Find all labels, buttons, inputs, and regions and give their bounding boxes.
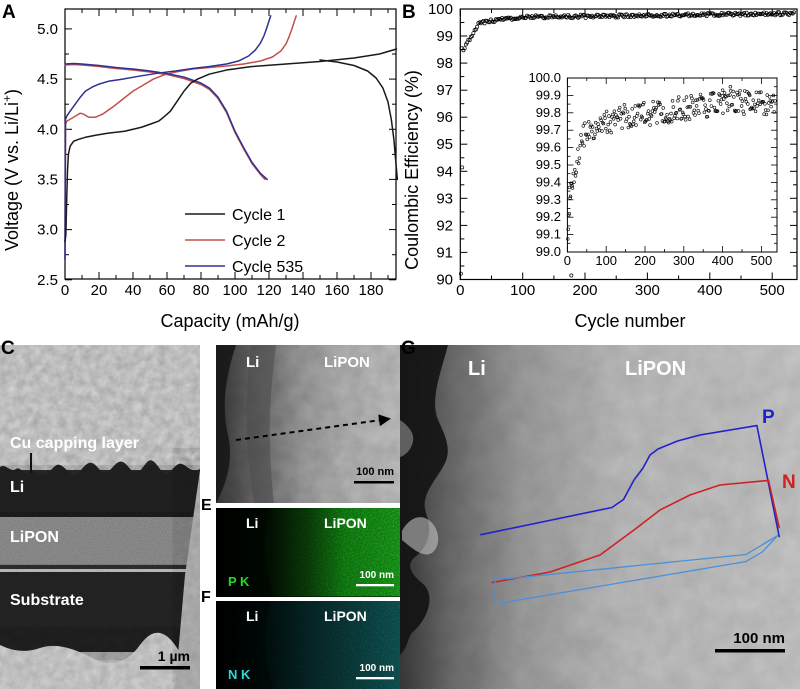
svg-text:90: 90 bbox=[436, 272, 453, 289]
svg-text:99.5: 99.5 bbox=[536, 157, 561, 172]
svg-text:500: 500 bbox=[760, 282, 785, 299]
svg-text:100.0: 100.0 bbox=[528, 70, 561, 85]
svg-text:100 nm: 100 nm bbox=[733, 630, 785, 647]
svg-text:LiPON: LiPON bbox=[324, 515, 367, 531]
svg-text:180: 180 bbox=[358, 282, 383, 299]
svg-text:98: 98 bbox=[436, 55, 453, 72]
svg-text:99.3: 99.3 bbox=[536, 192, 561, 207]
svg-text:100 nm: 100 nm bbox=[360, 570, 395, 581]
svg-text:3.0: 3.0 bbox=[37, 222, 58, 239]
svg-text:LiPON: LiPON bbox=[625, 358, 686, 380]
svg-text:Cu capping layer: Cu capping layer bbox=[10, 435, 139, 452]
svg-text:200: 200 bbox=[634, 253, 656, 268]
svg-text:100: 100 bbox=[428, 1, 453, 18]
svg-text:80: 80 bbox=[193, 282, 210, 299]
svg-text:4.5: 4.5 bbox=[37, 71, 58, 88]
svg-text:Li: Li bbox=[246, 515, 258, 531]
svg-text:LiPON: LiPON bbox=[324, 608, 367, 624]
svg-text:99.6: 99.6 bbox=[536, 140, 561, 155]
svg-text:40: 40 bbox=[125, 282, 142, 299]
svg-text:400: 400 bbox=[712, 253, 734, 268]
svg-text:99: 99 bbox=[436, 28, 453, 45]
svg-text:1 µm: 1 µm bbox=[158, 648, 190, 664]
svg-text:P: P bbox=[762, 407, 775, 428]
svg-text:99.9: 99.9 bbox=[536, 87, 561, 102]
svg-text:300: 300 bbox=[635, 282, 660, 299]
svg-text:Voltage (V vs. Li/Li+): Voltage (V vs. Li/Li+) bbox=[0, 89, 22, 251]
svg-text:0: 0 bbox=[456, 282, 464, 299]
svg-text:N K: N K bbox=[228, 667, 251, 682]
svg-text:20: 20 bbox=[91, 282, 108, 299]
svg-text:160: 160 bbox=[324, 282, 349, 299]
svg-text:0: 0 bbox=[564, 253, 571, 268]
svg-text:Cycle 535: Cycle 535 bbox=[232, 259, 303, 276]
svg-text:0: 0 bbox=[61, 282, 69, 299]
svg-text:N: N bbox=[782, 472, 796, 493]
svg-text:400: 400 bbox=[697, 282, 722, 299]
svg-text:Li: Li bbox=[246, 608, 258, 624]
svg-text:100 nm: 100 nm bbox=[360, 663, 395, 674]
svg-text:140: 140 bbox=[290, 282, 315, 299]
svg-text:99.2: 99.2 bbox=[536, 209, 561, 224]
svg-text:4.0: 4.0 bbox=[37, 121, 58, 138]
svg-text:200: 200 bbox=[572, 282, 597, 299]
svg-text:300: 300 bbox=[673, 253, 695, 268]
svg-text:99.8: 99.8 bbox=[536, 105, 561, 120]
svg-text:93: 93 bbox=[436, 190, 453, 207]
svg-text:Li: Li bbox=[246, 354, 259, 371]
svg-text:LiPON: LiPON bbox=[10, 529, 59, 546]
svg-text:P K: P K bbox=[228, 574, 250, 589]
svg-text:100 nm: 100 nm bbox=[356, 466, 394, 478]
svg-text:Substrate: Substrate bbox=[10, 592, 84, 609]
svg-text:100: 100 bbox=[510, 282, 535, 299]
svg-text:60: 60 bbox=[159, 282, 176, 299]
svg-text:97: 97 bbox=[436, 82, 453, 99]
svg-text:95: 95 bbox=[436, 136, 453, 153]
svg-text:120: 120 bbox=[256, 282, 281, 299]
svg-text:2.5: 2.5 bbox=[37, 272, 58, 289]
svg-text:Cycle 2: Cycle 2 bbox=[232, 233, 285, 250]
svg-text:91: 91 bbox=[436, 244, 453, 261]
svg-text:Cycle 1: Cycle 1 bbox=[232, 207, 285, 224]
svg-text:5.0: 5.0 bbox=[37, 21, 58, 38]
svg-text:A: A bbox=[2, 2, 16, 23]
svg-text:Li: Li bbox=[10, 479, 24, 496]
svg-text:100: 100 bbox=[595, 253, 617, 268]
svg-text:94: 94 bbox=[436, 163, 453, 180]
svg-text:B: B bbox=[402, 2, 416, 23]
svg-text:99.0: 99.0 bbox=[536, 244, 561, 259]
svg-text:99.4: 99.4 bbox=[536, 174, 561, 189]
svg-text:Li: Li bbox=[468, 358, 486, 380]
svg-text:92: 92 bbox=[436, 217, 453, 234]
svg-text:99.7: 99.7 bbox=[536, 122, 561, 137]
svg-text:500: 500 bbox=[751, 253, 773, 268]
svg-text:99.1: 99.1 bbox=[536, 227, 561, 242]
svg-text:LiPON: LiPON bbox=[324, 354, 370, 371]
svg-text:Coulombic Efficiency (%): Coulombic Efficiency (%) bbox=[402, 70, 422, 270]
svg-text:Cycle number: Cycle number bbox=[574, 311, 685, 331]
svg-text:3.5: 3.5 bbox=[37, 171, 58, 188]
svg-text:Capacity (mAh/g): Capacity (mAh/g) bbox=[160, 311, 299, 331]
svg-text:100: 100 bbox=[222, 282, 247, 299]
svg-text:96: 96 bbox=[436, 109, 453, 126]
